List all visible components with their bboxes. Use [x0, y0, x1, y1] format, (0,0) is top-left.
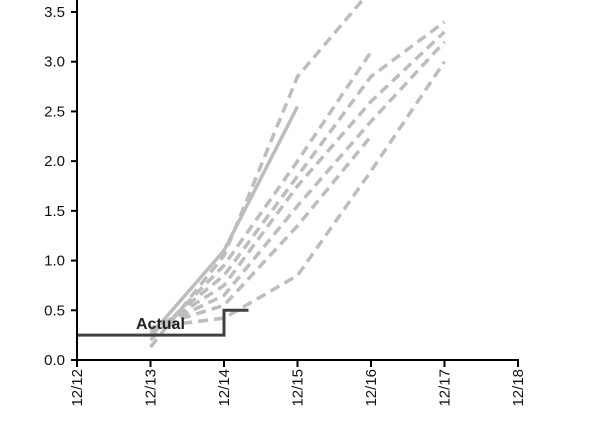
x-tick-label-2: 12/14 — [216, 369, 233, 407]
series-line-2-solid-light — [149, 105, 300, 337]
y-tick-label-1: 0.5 — [44, 302, 65, 319]
y-tick-label-5: 2.5 — [44, 103, 65, 120]
ticks-layer: 0.0 0.5 1.0 1.5 2.0 2.5 3.0 3.5 12/12 12/13 12/14 1… — [44, 4, 527, 407]
x-tick-label-4: 12/16 — [363, 369, 380, 407]
x-tick-label-5: 12/17 — [437, 369, 454, 407]
y-tick-label-3: 1.5 — [44, 203, 65, 220]
series-line-9-dashed — [150, 60, 446, 329]
annotation-actual: Actual — [136, 316, 185, 333]
y-tick-label-7: 3.5 — [44, 4, 65, 21]
series-line-3-dashed — [149, 0, 365, 349]
x-tick-label-3: 12/15 — [290, 369, 307, 407]
series-line-7-dashed — [149, 40, 446, 332]
y-tick-label-4: 2.0 — [44, 153, 65, 170]
x-tick-label-1: 12/13 — [143, 369, 160, 407]
y-tick-label-0: 0.0 — [44, 352, 65, 369]
series-line-6-dashed — [149, 30, 446, 334]
series-line-4-dashed — [149, 50, 373, 342]
axes-layer — [76, 0, 519, 361]
x-tick-label-6: 12/18 — [510, 369, 527, 407]
annotation-layer: Actual — [136, 316, 185, 333]
series-line-5-dashed — [149, 20, 446, 337]
series-layer — [77, 0, 446, 349]
x-tick-label-0: 12/12 — [69, 369, 86, 407]
y-tick-label-2: 1.0 — [44, 253, 65, 270]
series-line-8-dashed — [149, 135, 373, 330]
y-tick-label-6: 3.0 — [44, 54, 65, 71]
series-line-1-solid-dark — [77, 308, 249, 337]
